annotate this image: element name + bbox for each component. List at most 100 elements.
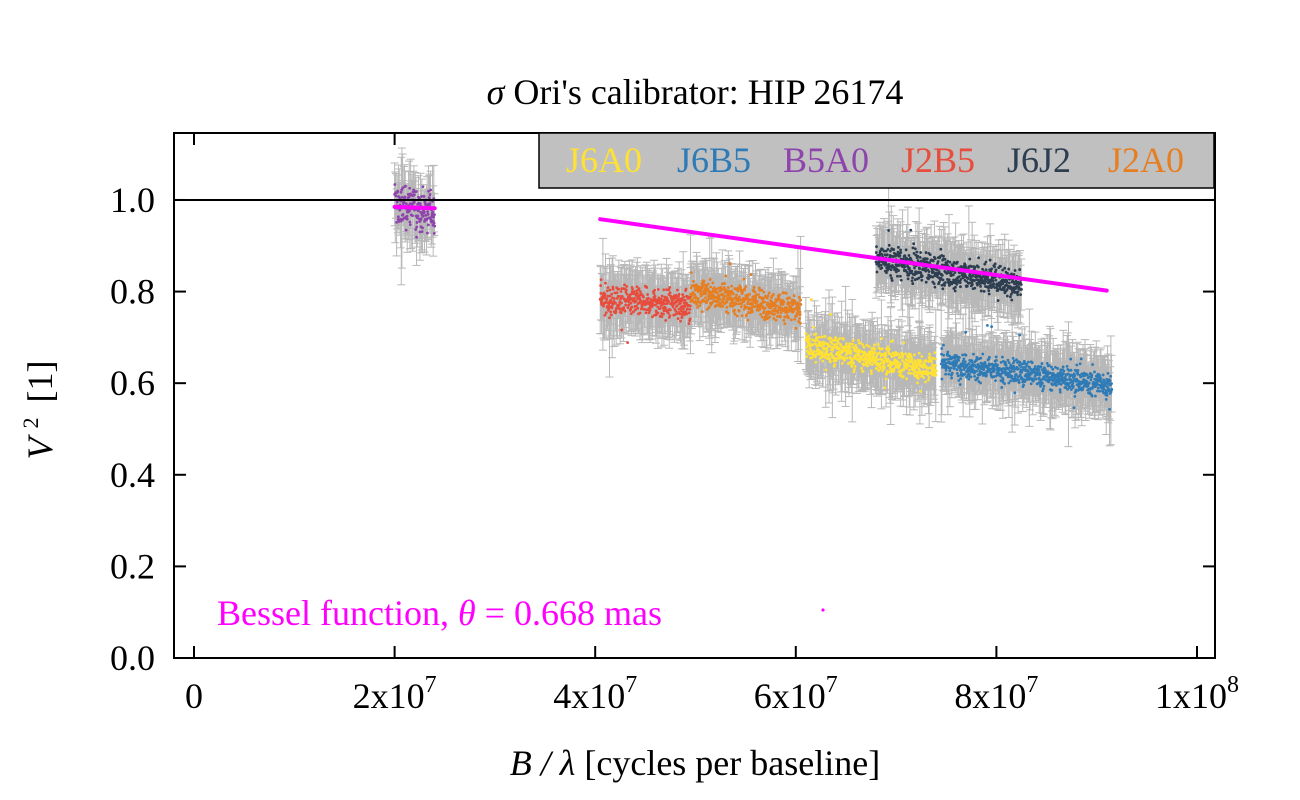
data-point-b5a0 — [430, 213, 434, 217]
data-point-j6a0 — [851, 339, 855, 342]
data-point-j6a0 — [877, 369, 881, 373]
data-point-j2b5 — [625, 285, 629, 288]
data-point-j6a0 — [933, 351, 937, 355]
data-point-j6a0 — [834, 357, 838, 360]
data-point-j6j2 — [906, 277, 910, 281]
data-point-j6j2 — [899, 278, 903, 282]
data-point-b5a0 — [428, 193, 432, 196]
data-point-j2a0 — [725, 300, 729, 304]
data-point-j6a0 — [927, 376, 931, 379]
data-point-j6a0 — [934, 369, 938, 373]
data-point-j2a0 — [719, 305, 722, 308]
data-point-j2b5 — [656, 288, 660, 291]
data-point-b5a0 — [415, 221, 419, 224]
data-point-j2a0 — [760, 315, 764, 319]
data-point-j2b5 — [626, 341, 630, 345]
data-point-j2b5 — [660, 294, 664, 298]
data-point-j6a0 — [887, 347, 891, 351]
data-point-j6a0 — [869, 369, 873, 373]
data-point-b5a0 — [431, 219, 435, 223]
data-point-j2b5 — [680, 309, 683, 313]
data-point-j6a0 — [916, 374, 920, 378]
data-point-j2a0 — [798, 313, 802, 316]
data-point-j2b5 — [603, 295, 607, 299]
data-point-j6a0 — [827, 353, 831, 357]
data-point-j2b5 — [599, 278, 603, 282]
data-point-j6a0 — [891, 351, 895, 355]
data-point-j2b5 — [636, 306, 640, 310]
data-point-j2a0 — [734, 302, 738, 306]
data-point-j2a0 — [762, 318, 766, 322]
data-point-j2b5 — [653, 294, 657, 298]
data-point-j2a0 — [783, 322, 787, 326]
data-point-j2a0 — [696, 305, 699, 309]
data-point-j6j2 — [889, 249, 892, 253]
data-point-b5a0 — [420, 195, 424, 198]
data-point-j6a0 — [920, 355, 924, 358]
data-point-j6a0 — [909, 354, 913, 358]
data-point-j2b5 — [609, 313, 613, 317]
data-point-j2a0 — [742, 300, 746, 303]
data-point-j2a0 — [774, 318, 778, 322]
data-point-j2b5 — [606, 286, 610, 289]
data-point-j2a0 — [773, 312, 776, 316]
data-point-j2b5 — [668, 314, 672, 317]
data-point-j6a0 — [899, 373, 903, 377]
data-point-j2b5 — [613, 291, 617, 295]
data-point-j2a0 — [797, 307, 801, 311]
data-point-j2a0 — [738, 298, 742, 301]
data-point-j2b5 — [684, 310, 688, 313]
data-point-j2a0 — [733, 308, 736, 312]
data-point-j2b5 — [620, 287, 624, 290]
data-point-j2a0 — [737, 309, 741, 313]
data-point-j2a0 — [728, 293, 732, 297]
data-point-b5a0 — [399, 190, 403, 194]
data-point-j6a0 — [872, 343, 876, 347]
data-point-j2b5 — [608, 294, 612, 298]
data-point-j6a0 — [881, 369, 884, 373]
data-point-j6j2 — [912, 242, 916, 246]
data-point-j2b5 — [619, 290, 623, 293]
data-point-j6a0 — [871, 355, 875, 359]
data-point-j2b5 — [609, 298, 613, 302]
data-point-j2b5 — [681, 293, 685, 297]
data-point-j2b5 — [623, 283, 626, 287]
data-point-j2b5 — [614, 301, 617, 305]
data-point-j6a0 — [928, 355, 932, 359]
data-point-j6j2 — [897, 264, 901, 267]
data-point-j6a0 — [917, 351, 921, 355]
data-point-j6j2 — [897, 269, 900, 272]
data-point-b5a0 — [402, 201, 406, 205]
data-point-j6a0 — [901, 375, 905, 379]
data-point-j2b5 — [668, 286, 672, 289]
data-point-b5a0 — [408, 209, 411, 213]
data-point-j6a0 — [866, 364, 869, 368]
data-point-j2a0 — [778, 305, 782, 309]
data-point-j2a0 — [755, 299, 759, 303]
data-point-j6a0 — [876, 358, 880, 361]
data-point-j2b5 — [611, 287, 615, 291]
data-point-j6a0 — [816, 348, 820, 352]
data-point-j2b5 — [653, 288, 657, 292]
data-point-j6a0 — [908, 368, 911, 372]
data-point-j2a0 — [718, 298, 722, 301]
data-point-j2b5 — [624, 288, 628, 292]
data-point-j2a0 — [744, 285, 747, 289]
data-point-j2b5 — [606, 294, 610, 298]
data-point-j2a0 — [771, 292, 775, 296]
data-point-j2a0 — [730, 289, 734, 293]
data-point-j2a0 — [721, 304, 725, 308]
data-point-j6a0 — [891, 339, 894, 343]
data-point-j6a0 — [883, 365, 886, 369]
data-point-j6j2 — [903, 265, 907, 268]
data-point-b5a0 — [401, 213, 405, 216]
data-point-j2a0 — [733, 312, 737, 316]
data-point-j6a0 — [834, 359, 838, 363]
data-point-j6a0 — [807, 340, 811, 343]
data-point-j6a0 — [901, 353, 905, 356]
data-point-j6a0 — [879, 361, 883, 365]
data-point-j2a0 — [754, 293, 758, 297]
data-point-j6a0 — [828, 344, 831, 348]
data-point-j2b5 — [683, 304, 687, 308]
